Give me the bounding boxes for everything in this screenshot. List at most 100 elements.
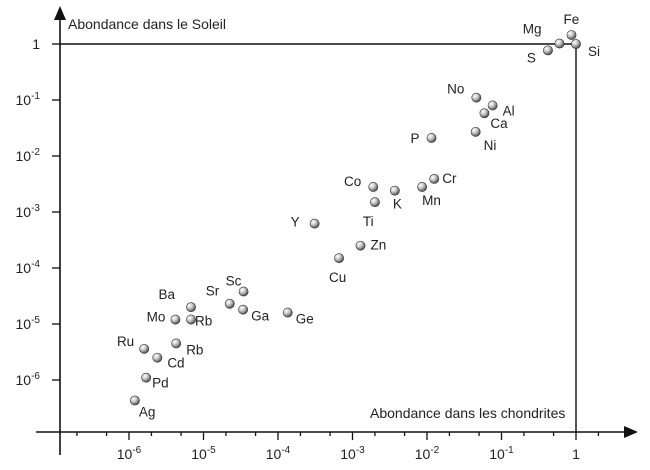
point-label-pd: Pd bbox=[152, 376, 169, 391]
x-tick-label: 10-1 bbox=[489, 445, 514, 462]
x-tick-label-exponent: -1 bbox=[505, 445, 514, 456]
data-point-no bbox=[471, 92, 482, 103]
point-label-co: Co bbox=[344, 174, 361, 189]
point-label-ru: Ru bbox=[117, 334, 134, 349]
x-tick-label-exponent: -2 bbox=[430, 445, 439, 456]
data-point-p bbox=[426, 133, 437, 143]
x-tick-label: 10-5 bbox=[191, 445, 216, 462]
data-point-k bbox=[389, 185, 400, 196]
data-point-pd bbox=[141, 372, 152, 383]
data-point-ru bbox=[139, 343, 150, 354]
point-label-k: K bbox=[393, 197, 402, 212]
data-point-ga bbox=[238, 304, 248, 315]
point-label-ni: Ni bbox=[484, 138, 497, 153]
data-point-si bbox=[571, 39, 581, 49]
point-label-sc: Sc bbox=[226, 274, 242, 289]
point-label-rb: Rb bbox=[195, 314, 212, 329]
point-label-no: No bbox=[447, 82, 464, 97]
point-label-ge: Ge bbox=[296, 312, 314, 327]
y-tick-label-exponent: -2 bbox=[31, 147, 40, 158]
y-tick-label: 10-4 bbox=[16, 259, 41, 276]
data-point-fe bbox=[566, 30, 577, 40]
point-label-ca: Ca bbox=[490, 116, 508, 131]
data-point-ag bbox=[129, 395, 140, 406]
x-tick-label-exponent: -5 bbox=[207, 445, 216, 456]
y-tick-label: 10-1 bbox=[16, 91, 41, 108]
data-point-mo bbox=[170, 314, 181, 325]
y-tick-label-base: 10 bbox=[16, 372, 32, 388]
data-point-ba bbox=[186, 302, 196, 313]
y-tick-label-base: 10 bbox=[16, 204, 32, 220]
x-tick-label: 10-2 bbox=[415, 445, 440, 462]
axis-ticks: 10-6 10-5 10-4 10-3 10-2 10-1 110-610-510-410-… bbox=[16, 36, 600, 462]
x-tick-label-base: 10 bbox=[117, 446, 133, 462]
x-tick-label-base: 10 bbox=[266, 446, 282, 462]
data-point-ca bbox=[479, 108, 490, 119]
y-tick-label: 10-3 bbox=[16, 203, 41, 220]
x-axis-arrowhead bbox=[624, 426, 638, 438]
y-tick-label-exponent: -3 bbox=[31, 203, 40, 214]
data-point-ni bbox=[470, 126, 481, 137]
x-tick-label-exponent: -6 bbox=[132, 445, 141, 456]
y-tick-label-exponent: -4 bbox=[31, 259, 40, 270]
data-point-co bbox=[368, 182, 379, 192]
point-label-mg: Mg bbox=[523, 22, 542, 37]
y-tick-label: 10-6 bbox=[16, 371, 41, 388]
x-tick-label-base: 10 bbox=[415, 446, 431, 462]
data-point-cu bbox=[334, 253, 344, 264]
point-label-fe: Fe bbox=[563, 12, 579, 27]
x-axis-label: Abondance dans les chondrites bbox=[370, 405, 565, 421]
data-point-al bbox=[487, 100, 498, 111]
data-point-cd bbox=[152, 352, 163, 363]
point-label-cd: Cd bbox=[167, 356, 184, 371]
data-point-ti bbox=[370, 197, 380, 208]
y-axis-label: Abondance dans le Soleil bbox=[68, 16, 226, 32]
data-point-rb bbox=[186, 314, 196, 325]
y-tick-label-exponent: -1 bbox=[31, 91, 40, 102]
x-tick-label-base: 10 bbox=[489, 446, 505, 462]
y-tick-label: 10-5 bbox=[16, 315, 41, 332]
y-tick-label: 1 bbox=[32, 36, 40, 52]
data-point-y bbox=[309, 218, 320, 229]
point-label-zn: Zn bbox=[370, 238, 386, 253]
point-label-ba: Ba bbox=[159, 287, 176, 302]
y-tick-label: 10-2 bbox=[16, 147, 41, 164]
y-tick-label-base: 1 bbox=[32, 36, 40, 52]
point-label-s: S bbox=[527, 50, 536, 65]
point-label-ti: Ti bbox=[363, 214, 374, 229]
y-tick-label-base: 10 bbox=[16, 92, 32, 108]
data-point-rb bbox=[171, 338, 182, 349]
y-tick-label-exponent: -5 bbox=[31, 315, 40, 326]
point-label-p: P bbox=[411, 131, 420, 146]
data-point-ge bbox=[282, 307, 293, 318]
point-label-si: Si bbox=[588, 44, 600, 59]
y-tick-label-base: 10 bbox=[16, 148, 32, 164]
point-label-rb: Rb bbox=[186, 342, 203, 357]
data-point-sc bbox=[238, 286, 249, 297]
point-label-cr: Cr bbox=[442, 171, 457, 186]
point-label-al: Al bbox=[503, 103, 515, 118]
x-tick-label-exponent: -3 bbox=[356, 445, 365, 456]
point-label-y: Y bbox=[291, 215, 300, 230]
y-tick-label-base: 10 bbox=[16, 260, 32, 276]
data-point-cr bbox=[429, 174, 440, 184]
point-label-mn: Mn bbox=[422, 193, 441, 208]
y-axis-arrowhead bbox=[54, 6, 66, 20]
data-point-zn bbox=[355, 240, 366, 251]
point-label-sr: Sr bbox=[206, 284, 220, 299]
x-tick-label-base: 10 bbox=[191, 446, 207, 462]
x-tick-label: 10-4 bbox=[266, 445, 291, 462]
point-label-ag: Ag bbox=[139, 405, 156, 420]
data-point-mn bbox=[417, 182, 428, 192]
x-tick-label: 1 bbox=[572, 446, 580, 462]
x-tick-label-base: 1 bbox=[572, 446, 580, 462]
x-tick-label: 10-6 bbox=[117, 445, 142, 462]
y-tick-label-base: 10 bbox=[16, 316, 32, 332]
data-point-mg bbox=[554, 38, 565, 49]
y-tick-label-exponent: -6 bbox=[31, 371, 40, 382]
point-label-ga: Ga bbox=[251, 309, 270, 324]
point-label-mo: Mo bbox=[147, 310, 166, 325]
x-tick-label-exponent: -4 bbox=[281, 445, 290, 456]
